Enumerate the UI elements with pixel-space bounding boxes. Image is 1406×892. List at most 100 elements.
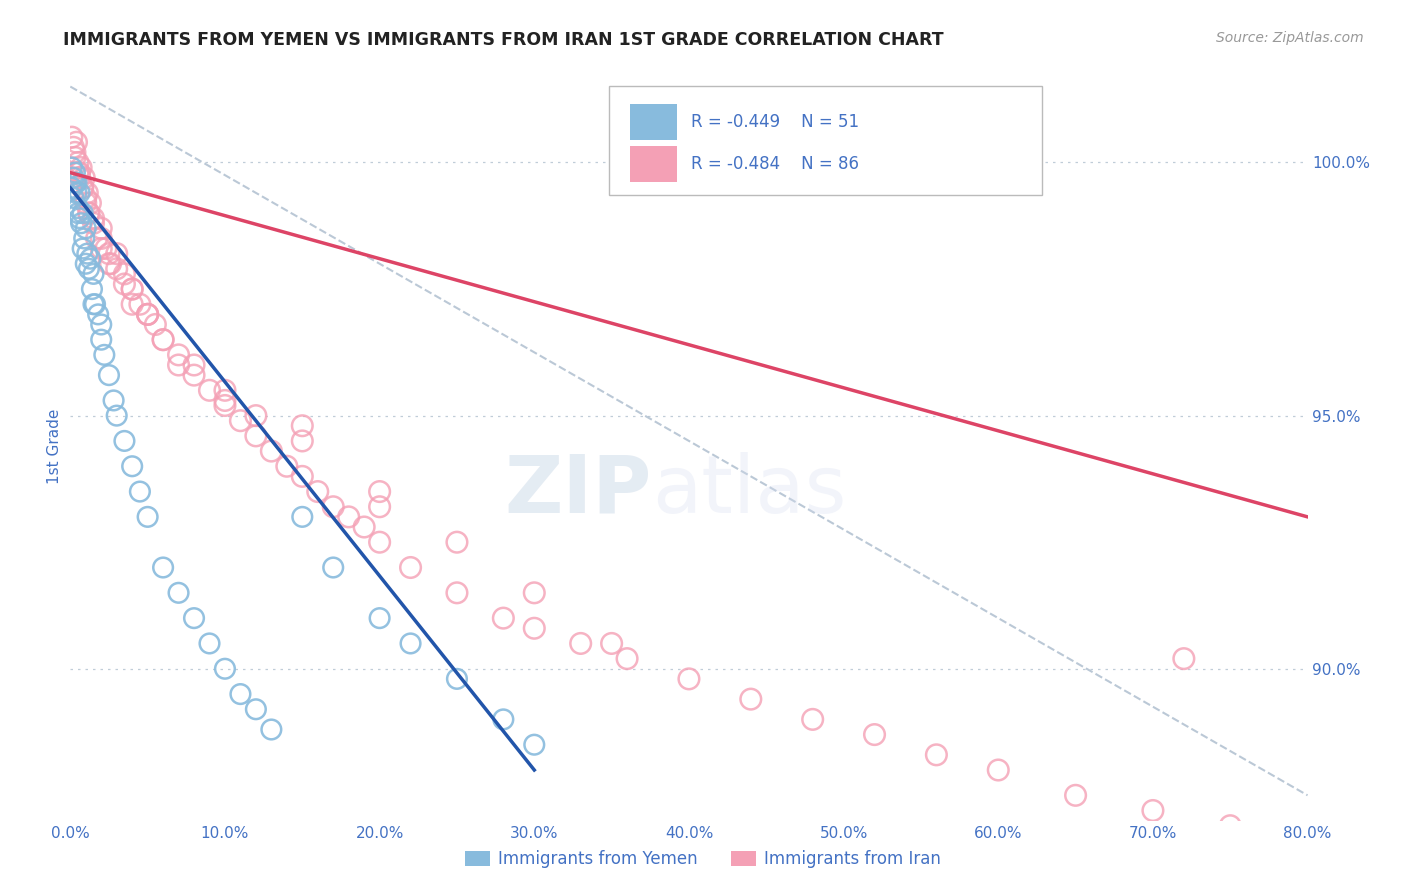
Point <box>121 297 143 311</box>
Point <box>63 176 86 190</box>
Point <box>337 509 360 524</box>
Point <box>73 231 96 245</box>
Point <box>60 161 83 175</box>
Point <box>245 429 267 443</box>
Point <box>145 318 166 332</box>
Point <box>98 246 120 260</box>
Point <box>368 611 391 625</box>
Point <box>82 297 105 311</box>
Text: Source: ZipAtlas.com: Source: ZipAtlas.com <box>1216 31 1364 45</box>
Point <box>129 484 152 499</box>
Point <box>65 135 87 149</box>
Point <box>72 206 94 220</box>
Point <box>84 297 107 311</box>
Point <box>183 611 205 625</box>
Point <box>136 509 159 524</box>
Point <box>523 586 546 600</box>
Point <box>399 560 422 574</box>
Point <box>90 318 112 332</box>
Point <box>82 211 105 226</box>
Point <box>276 459 298 474</box>
Point <box>214 662 236 676</box>
Point <box>63 166 86 180</box>
Point <box>1064 789 1087 803</box>
Point <box>492 712 515 726</box>
Point <box>987 763 1010 777</box>
Point <box>1219 819 1241 833</box>
Point <box>291 418 314 433</box>
Point <box>75 257 97 271</box>
Point <box>93 348 115 362</box>
Point <box>60 181 83 195</box>
Point <box>69 186 91 200</box>
Point <box>90 242 112 256</box>
Point <box>87 307 110 321</box>
Point <box>678 672 700 686</box>
Point <box>801 712 824 726</box>
Point <box>198 636 221 650</box>
Point <box>152 333 174 347</box>
Point <box>1173 651 1195 665</box>
Point <box>399 636 422 650</box>
Point <box>80 282 103 296</box>
Point <box>72 181 94 195</box>
Text: R = -0.449    N = 51: R = -0.449 N = 51 <box>692 112 859 130</box>
Point <box>368 484 391 499</box>
Point <box>523 738 546 752</box>
Point <box>198 384 221 398</box>
Point <box>77 206 100 220</box>
Point <box>62 170 84 185</box>
Point <box>183 358 205 372</box>
Point <box>121 282 143 296</box>
Point <box>260 723 283 737</box>
Point <box>740 692 762 706</box>
Point <box>925 747 948 762</box>
Point <box>136 307 159 321</box>
Text: IMMIGRANTS FROM YEMEN VS IMMIGRANTS FROM IRAN 1ST GRADE CORRELATION CHART: IMMIGRANTS FROM YEMEN VS IMMIGRANTS FROM… <box>63 31 943 49</box>
Point <box>69 211 91 226</box>
Point <box>114 277 135 291</box>
Point <box>229 687 252 701</box>
Point <box>129 297 152 311</box>
Point <box>492 611 515 625</box>
Point <box>152 560 174 574</box>
Point <box>214 399 236 413</box>
Point <box>245 702 267 716</box>
Point <box>76 186 98 200</box>
Point <box>73 170 96 185</box>
Point <box>67 206 90 220</box>
Point <box>98 368 120 383</box>
Point <box>322 500 344 514</box>
Point <box>76 246 98 260</box>
Point <box>863 728 886 742</box>
Point <box>90 333 112 347</box>
Point <box>446 535 468 549</box>
Point <box>167 358 190 372</box>
Point <box>214 384 236 398</box>
Point <box>65 186 87 200</box>
Point <box>75 191 97 205</box>
Point <box>136 307 159 321</box>
Point <box>245 409 267 423</box>
Point <box>322 560 344 574</box>
Point <box>67 201 90 215</box>
Point <box>77 261 100 276</box>
Point <box>62 140 84 154</box>
Point <box>616 651 638 665</box>
Y-axis label: 1st Grade: 1st Grade <box>46 409 62 483</box>
Point <box>100 257 122 271</box>
Point <box>569 636 592 650</box>
Point <box>1142 804 1164 818</box>
Text: ZIP: ZIP <box>505 452 652 530</box>
Point <box>214 393 236 408</box>
Point <box>67 166 90 180</box>
Point <box>121 282 143 296</box>
Point <box>136 307 159 321</box>
Point <box>70 161 93 175</box>
FancyBboxPatch shape <box>630 145 676 181</box>
Point <box>307 484 329 499</box>
Point <box>600 636 623 650</box>
Point <box>353 520 375 534</box>
Point <box>82 216 105 230</box>
Point <box>103 393 125 408</box>
